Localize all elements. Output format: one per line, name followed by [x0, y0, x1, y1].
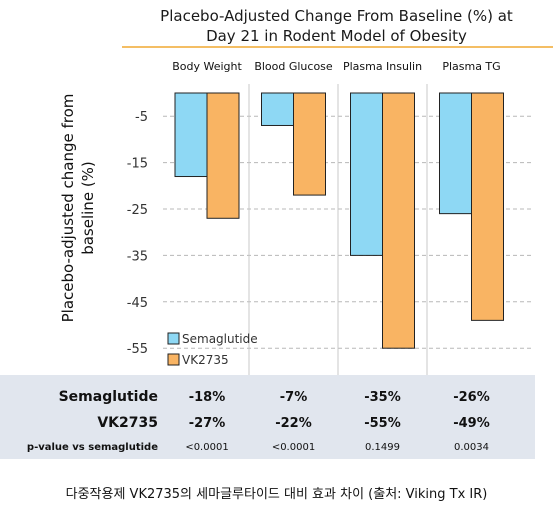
bar-semaglutide-3: [439, 92, 472, 215]
table-cell-0-1: -7%: [280, 390, 307, 405]
table-row-label-2: p-value vs semaglutide: [27, 442, 158, 453]
table-row-label-1: VK2735: [97, 415, 158, 431]
table-cell-1-3: -49%: [453, 416, 490, 431]
chart-title-line-2: Day 21 in Rodent Model of Obesity: [206, 27, 467, 45]
table-cell-2-2: 0.1499: [365, 442, 400, 453]
table-cell-0-0: -18%: [189, 390, 226, 405]
bar-semaglutide-0: [174, 92, 208, 178]
table-cell-1-2: -55%: [364, 416, 401, 431]
legend-swatch-1: [167, 353, 180, 366]
column-header-3: Plasma TG: [442, 60, 500, 73]
legend-label-1: VK2735: [182, 353, 229, 367]
table-cell-2-1: <0.0001: [272, 442, 315, 453]
y-tick-label-4: -45: [127, 296, 148, 311]
bar-chart: Body Weight Blood Glucose Plasma Insulin Pl…: [0, 46, 553, 459]
y-tick-label-3: -35: [127, 249, 148, 264]
y-tick-label-0: -5: [135, 110, 148, 125]
y-tick-label-5: -55: [127, 342, 148, 357]
bar-vk2735-0: [206, 92, 240, 219]
legend-swatch-0: [167, 332, 180, 345]
y-axis-label-line-0: Placebo-adjusted change from: [59, 94, 77, 323]
bar-vk2735-3: [471, 92, 504, 321]
table-cell-2-0: <0.0001: [185, 442, 228, 453]
table-cell-2-3: 0.0034: [454, 442, 489, 453]
chart-title-line-1: Placebo-Adjusted Change From Baseline (%…: [160, 7, 513, 25]
y-axis-label-line-1: baseline (%): [79, 161, 97, 255]
y-tick-label-1: -15: [127, 157, 148, 172]
table-cell-0-2: -35%: [364, 390, 401, 405]
column-header-2: Plasma Insulin: [343, 60, 422, 73]
table-cell-1-0: -27%: [189, 416, 226, 431]
table-cell-1-1: -22%: [275, 416, 312, 431]
bar-vk2735-1: [293, 92, 326, 196]
legend-label-0: Semaglutide: [182, 332, 258, 346]
bar-vk2735-2: [382, 92, 415, 349]
column-header-0: Body Weight: [172, 60, 242, 73]
table-row-label-0: Semaglutide: [59, 389, 158, 405]
table-cell-0-3: -26%: [453, 390, 490, 405]
bar-semaglutide-2: [350, 92, 383, 256]
y-tick-label-2: -25: [127, 203, 148, 218]
figure-caption: 다중작용제 VK2735의 세마글루타이드 대비 효과 차이 (출처: Viki…: [65, 487, 488, 502]
column-header-1: Blood Glucose: [254, 60, 333, 73]
bar-semaglutide-1: [261, 92, 294, 126]
data-table-background: [0, 375, 535, 459]
